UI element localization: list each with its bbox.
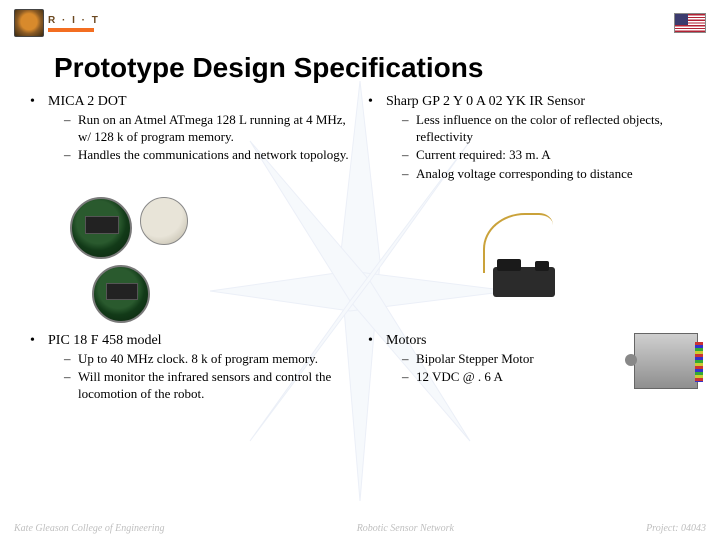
- bullet-icon: •: [368, 94, 386, 110]
- ir-sensor-icon: [493, 267, 555, 297]
- block-mica2dot: • MICA 2 DOT – Run on an Atmel ATmega 12…: [30, 94, 360, 183]
- page-title: Prototype Design Specifications: [0, 40, 720, 94]
- dash-icon: –: [402, 166, 416, 183]
- rit-tiger-icon: [14, 9, 44, 37]
- bullet-icon: •: [30, 94, 48, 110]
- footer-right: Project: 04043: [646, 523, 706, 534]
- dash-icon: –: [64, 112, 78, 145]
- block-sharp-ir: • Sharp GP 2 Y 0 A 02 YK IR Sensor – Les…: [368, 94, 698, 183]
- sub-item: Will monitor the infrared sensors and co…: [78, 369, 360, 402]
- header-bar: R · I · T: [0, 0, 720, 40]
- content-grid: • MICA 2 DOT – Run on an Atmel ATmega 12…: [0, 94, 720, 402]
- dash-icon: –: [64, 351, 78, 368]
- bullet-icon: •: [30, 333, 48, 349]
- dash-icon: –: [64, 369, 78, 402]
- footer-left: Kate Gleason College of Engineering: [14, 523, 165, 534]
- footer-bar: Kate Gleason College of Engineering Robo…: [0, 519, 720, 540]
- sub-item: Run on an Atmel ATmega 128 L running at …: [78, 112, 360, 145]
- dash-icon: –: [402, 112, 416, 145]
- us-flag-icon: [674, 13, 706, 33]
- block-motors: • Motors – Bipolar Stepper Motor – 12 VD…: [368, 333, 698, 403]
- sub-item: Less influence on the color of reflected…: [416, 112, 698, 145]
- sub-item: Analog voltage corresponding to distance: [416, 166, 633, 183]
- rit-letters: R · I · T: [48, 15, 100, 26]
- dash-icon: –: [402, 369, 416, 386]
- bullet-icon: •: [368, 333, 386, 349]
- rit-bars-icon: [48, 28, 94, 32]
- coin-scale-icon: [140, 197, 188, 245]
- sub-item: Up to 40 MHz clock. 8 k of program memor…: [78, 351, 318, 368]
- dash-icon: –: [402, 147, 416, 164]
- mica-images: [30, 197, 360, 323]
- heading-pic18: PIC 18 F 458 model: [48, 333, 162, 349]
- heading-motors: Motors: [386, 333, 426, 349]
- sub-item: Handles the communications and network t…: [78, 147, 349, 164]
- sub-item: Bipolar Stepper Motor: [416, 351, 534, 368]
- dash-icon: –: [402, 351, 416, 368]
- stepper-motor-icon: [634, 333, 698, 389]
- heading-sharp-ir: Sharp GP 2 Y 0 A 02 YK IR Sensor: [386, 94, 585, 110]
- footer-center: Robotic Sensor Network: [357, 523, 454, 534]
- block-pic18f458: • PIC 18 F 458 model – Up to 40 MHz cloc…: [30, 333, 360, 403]
- sub-item: Current required: 33 m. A: [416, 147, 551, 164]
- dash-icon: –: [64, 147, 78, 164]
- heading-mica2dot: MICA 2 DOT: [48, 94, 127, 110]
- ir-sensor-image: [368, 193, 698, 323]
- rit-logo: R · I · T: [14, 9, 100, 37]
- mica-board-icon: [92, 265, 150, 323]
- sub-item: 12 VDC @ . 6 A: [416, 369, 503, 386]
- mica-board-icon: [70, 197, 132, 259]
